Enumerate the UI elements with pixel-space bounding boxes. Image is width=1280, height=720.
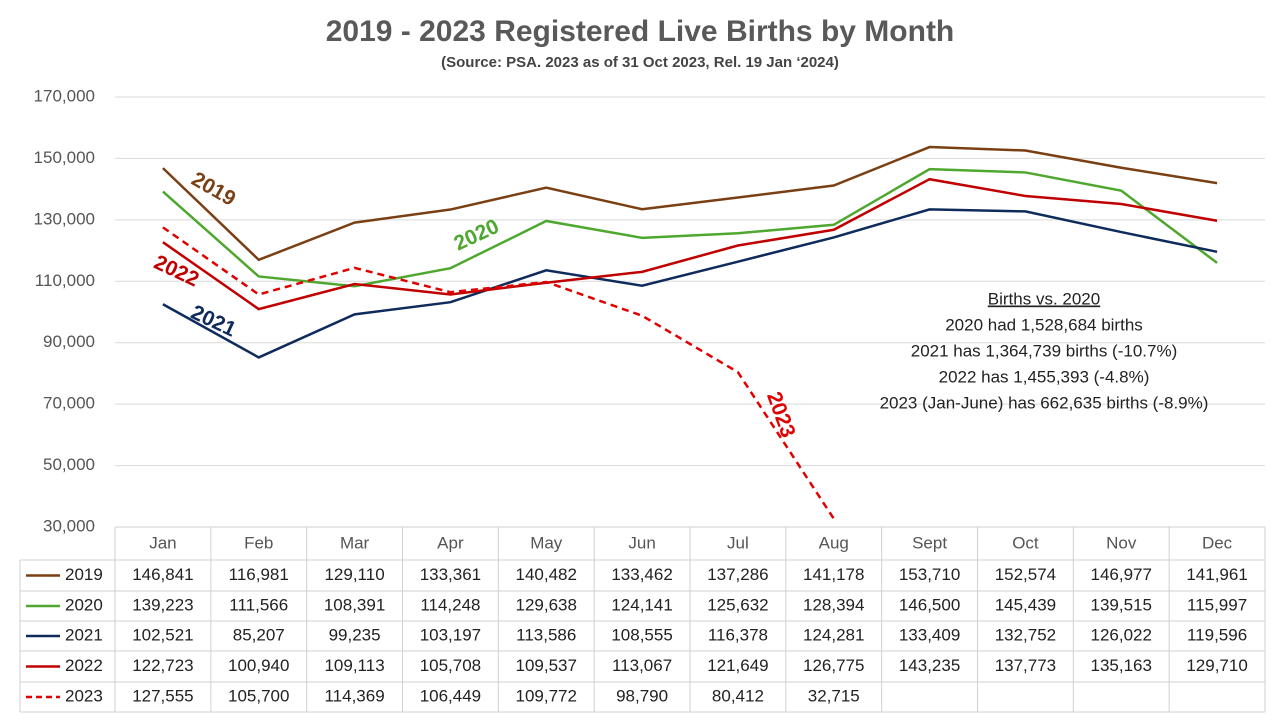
chart-subtitle: (Source: PSA. 2023 as of 31 Oct 2023, Re… (441, 54, 839, 71)
table-value: 80,412 (712, 686, 764, 705)
x-tick-label: Mar (340, 533, 370, 552)
table-value: 100,940 (228, 656, 289, 675)
series-line (162, 145, 1218, 262)
table-value: 133,409 (899, 625, 960, 644)
y-tick-label: 170,000 (34, 86, 95, 105)
x-tick-label: Apr (437, 533, 464, 552)
table-value: 108,391 (324, 595, 385, 614)
chart-title: 2019 - 2023 Registered Live Births by Mo… (326, 15, 955, 48)
table-value: 141,961 (1186, 565, 1247, 584)
table-value: 129,710 (1186, 656, 1247, 675)
x-tick-label: Feb (244, 533, 273, 552)
table-value: 122,723 (132, 656, 193, 675)
y-tick-label: 130,000 (34, 209, 95, 228)
table-value: 114,248 (420, 595, 480, 614)
table-value: 113,067 (612, 656, 672, 675)
table-value: 126,775 (803, 656, 864, 675)
table-value: 128,394 (803, 595, 864, 614)
table-value: 116,981 (229, 565, 289, 584)
table-value: 108,555 (611, 625, 672, 644)
x-tick-label: Sept (912, 533, 947, 552)
y-tick-label: 110,000 (35, 271, 95, 290)
table-value: 146,841 (132, 565, 193, 584)
table-value: 103,197 (420, 625, 481, 644)
table-value: 121,649 (707, 656, 768, 675)
table-value: 126,022 (1091, 625, 1152, 644)
y-tick-label: 50,000 (43, 455, 95, 474)
x-tick-label: Oct (1012, 533, 1039, 552)
table-value: 137,286 (707, 565, 768, 584)
table-value: 153,710 (899, 565, 960, 584)
legend-label: 2021 (65, 625, 103, 644)
table-value: 145,439 (995, 595, 1056, 614)
table-value: 99,235 (329, 625, 381, 644)
series-line (162, 177, 1218, 311)
table-value: 137,773 (995, 656, 1056, 675)
table-value: 109,537 (516, 656, 577, 675)
x-tick-label: Jan (149, 533, 176, 552)
x-tick-label: May (530, 533, 563, 552)
table-value: 114,369 (324, 686, 384, 705)
table-value: 102,521 (132, 625, 193, 644)
table-value: 109,772 (516, 686, 577, 705)
y-tick-label: 70,000 (43, 394, 95, 413)
table-value: 139,223 (132, 595, 193, 614)
y-tick-label: 150,000 (34, 148, 95, 167)
annotation-line: 2023 (Jan-June) has 662,635 births (-8.9… (880, 393, 1209, 412)
x-tick-label: Nov (1106, 533, 1137, 552)
table-value: 129,638 (516, 595, 577, 614)
table-value: 105,700 (228, 686, 289, 705)
series-label: 2021 (187, 301, 239, 342)
table-value: 113,586 (516, 625, 576, 644)
legend-label: 2020 (65, 595, 103, 614)
table-value: 129,110 (324, 565, 384, 584)
series-label: 2022 (150, 251, 202, 292)
series-line (162, 167, 1218, 288)
series-label: 2023 (762, 389, 800, 441)
table-value: 141,178 (803, 565, 864, 584)
legend-label: 2022 (65, 656, 103, 675)
table-value: 146,977 (1091, 565, 1152, 584)
table-value: 146,500 (899, 595, 960, 614)
series-line (162, 208, 1218, 359)
table-value: 135,163 (1091, 656, 1152, 675)
legend-label: 2019 (65, 565, 103, 584)
table-value: 132,752 (995, 625, 1056, 644)
annotation-line: 2021 has 1,364,739 births (-10.7%) (911, 341, 1178, 360)
x-tick-label: Jul (727, 533, 749, 552)
x-tick-label: Jun (628, 533, 655, 552)
annotation-line: 2022 has 1,455,393 (-4.8%) (939, 367, 1150, 386)
series-label: 2020 (451, 215, 503, 256)
table-value: 124,281 (803, 625, 864, 644)
y-tick-label: 90,000 (43, 332, 95, 351)
x-tick-label: Aug (819, 533, 849, 552)
legend-label: 2023 (65, 686, 103, 705)
table-value: 124,141 (611, 595, 672, 614)
table-value: 105,708 (420, 656, 481, 675)
table-value: 152,574 (995, 565, 1056, 584)
table-value: 127,555 (132, 686, 193, 705)
table-value: 116,378 (708, 625, 768, 644)
series-label: 2019 (187, 168, 239, 211)
table-value: 109,113 (324, 656, 384, 675)
table-value: 98,790 (616, 686, 668, 705)
annotation-line: 2020 had 1,528,684 births (945, 315, 1143, 334)
table-value: 125,632 (707, 595, 768, 614)
table-value: 119,596 (1187, 625, 1247, 644)
annotation-title: Births vs. 2020 (988, 289, 1100, 308)
x-tick-label: Dec (1202, 533, 1233, 552)
table-value: 139,515 (1091, 595, 1152, 614)
table-value: 106,449 (420, 686, 481, 705)
table-value: 111,566 (229, 595, 288, 614)
table-value: 85,207 (233, 625, 285, 644)
table-value: 32,715 (808, 686, 860, 705)
table-value: 115,997 (1187, 595, 1247, 614)
table-value: 140,482 (516, 565, 577, 584)
table-value: 133,361 (420, 565, 481, 584)
y-tick-label: 30,000 (43, 516, 95, 535)
table-value: 133,462 (611, 565, 672, 584)
series-line (162, 226, 835, 520)
table-value: 143,235 (899, 656, 960, 675)
